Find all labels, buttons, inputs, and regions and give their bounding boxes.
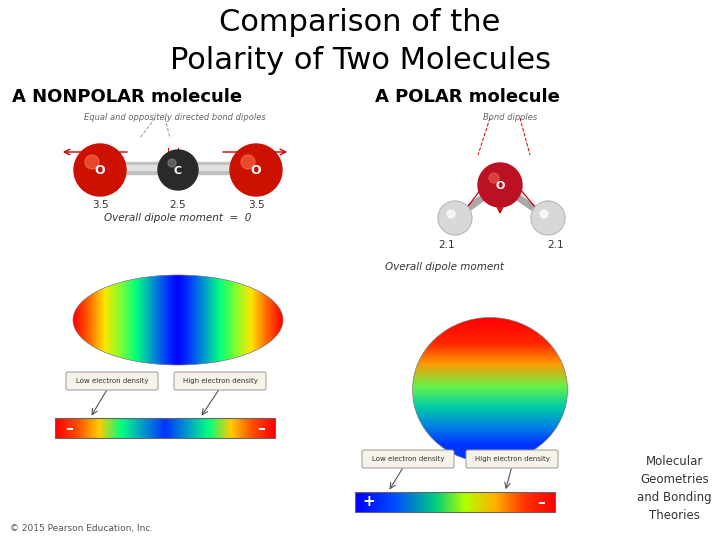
Text: © 2015 Pearson Education, Inc.: © 2015 Pearson Education, Inc. bbox=[10, 524, 153, 533]
Text: Equal and oppositely directed bond dipoles: Equal and oppositely directed bond dipol… bbox=[84, 113, 266, 122]
FancyBboxPatch shape bbox=[466, 450, 558, 468]
Circle shape bbox=[478, 163, 522, 207]
Bar bbox=[355, 492, 555, 512]
Text: Low electron density: Low electron density bbox=[372, 456, 444, 462]
Bar bbox=[178, 165, 234, 170]
Text: Overall dipole moment  =  0: Overall dipole moment = 0 bbox=[104, 213, 252, 223]
Bar bbox=[122, 162, 178, 174]
Text: O: O bbox=[495, 181, 505, 191]
Text: Comparison of the: Comparison of the bbox=[220, 8, 500, 37]
Circle shape bbox=[540, 210, 548, 218]
Text: 2.1: 2.1 bbox=[548, 240, 564, 250]
Text: 3.5: 3.5 bbox=[248, 200, 264, 210]
Circle shape bbox=[447, 210, 455, 218]
Text: 3.5: 3.5 bbox=[492, 163, 508, 173]
Text: –: – bbox=[537, 495, 545, 510]
Text: Molecular
Geometries
and Bonding
Theories: Molecular Geometries and Bonding Theorie… bbox=[637, 455, 712, 522]
Text: High electron density: High electron density bbox=[474, 456, 549, 462]
Bar bbox=[55, 418, 275, 438]
Circle shape bbox=[85, 155, 99, 169]
Circle shape bbox=[241, 155, 255, 169]
Circle shape bbox=[168, 159, 176, 167]
Circle shape bbox=[531, 201, 565, 235]
Text: –: – bbox=[65, 421, 73, 435]
Circle shape bbox=[489, 173, 499, 183]
Circle shape bbox=[158, 150, 198, 190]
Text: O: O bbox=[95, 165, 105, 178]
Circle shape bbox=[74, 144, 126, 196]
Text: 2.1: 2.1 bbox=[438, 240, 455, 250]
FancyBboxPatch shape bbox=[362, 450, 454, 468]
Bar bbox=[178, 162, 234, 174]
Bar bbox=[122, 165, 178, 170]
Text: High electron density: High electron density bbox=[183, 378, 258, 384]
Text: Polarity of Two Molecules: Polarity of Two Molecules bbox=[169, 46, 551, 75]
Text: –: – bbox=[257, 421, 265, 435]
Text: Low electron density: Low electron density bbox=[76, 378, 148, 384]
Circle shape bbox=[438, 201, 472, 235]
Circle shape bbox=[230, 144, 282, 196]
Text: +: + bbox=[363, 495, 375, 510]
Text: O: O bbox=[251, 165, 261, 178]
Text: A NONPOLAR molecule: A NONPOLAR molecule bbox=[12, 88, 242, 106]
Text: Bond dipoles: Bond dipoles bbox=[483, 113, 537, 122]
Text: Overall dipole moment: Overall dipole moment bbox=[385, 262, 504, 272]
Text: 3.5: 3.5 bbox=[91, 200, 108, 210]
Text: 2.5: 2.5 bbox=[170, 200, 186, 210]
FancyBboxPatch shape bbox=[174, 372, 266, 390]
Text: A POLAR molecule: A POLAR molecule bbox=[375, 88, 560, 106]
FancyBboxPatch shape bbox=[66, 372, 158, 390]
Text: C: C bbox=[174, 166, 182, 176]
